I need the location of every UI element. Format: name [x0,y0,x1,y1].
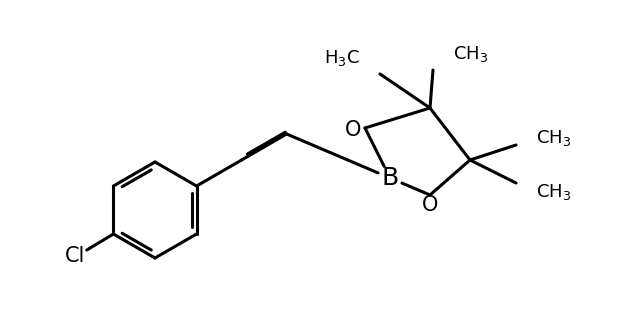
Text: CH$_3$: CH$_3$ [536,182,572,202]
Text: B: B [381,166,399,190]
Text: O: O [422,195,438,215]
Text: CH$_3$: CH$_3$ [536,128,572,148]
Text: Cl: Cl [65,246,85,266]
Text: CH$_3$: CH$_3$ [453,44,488,64]
Text: O: O [345,120,361,140]
Text: H$_3$C: H$_3$C [324,48,360,68]
